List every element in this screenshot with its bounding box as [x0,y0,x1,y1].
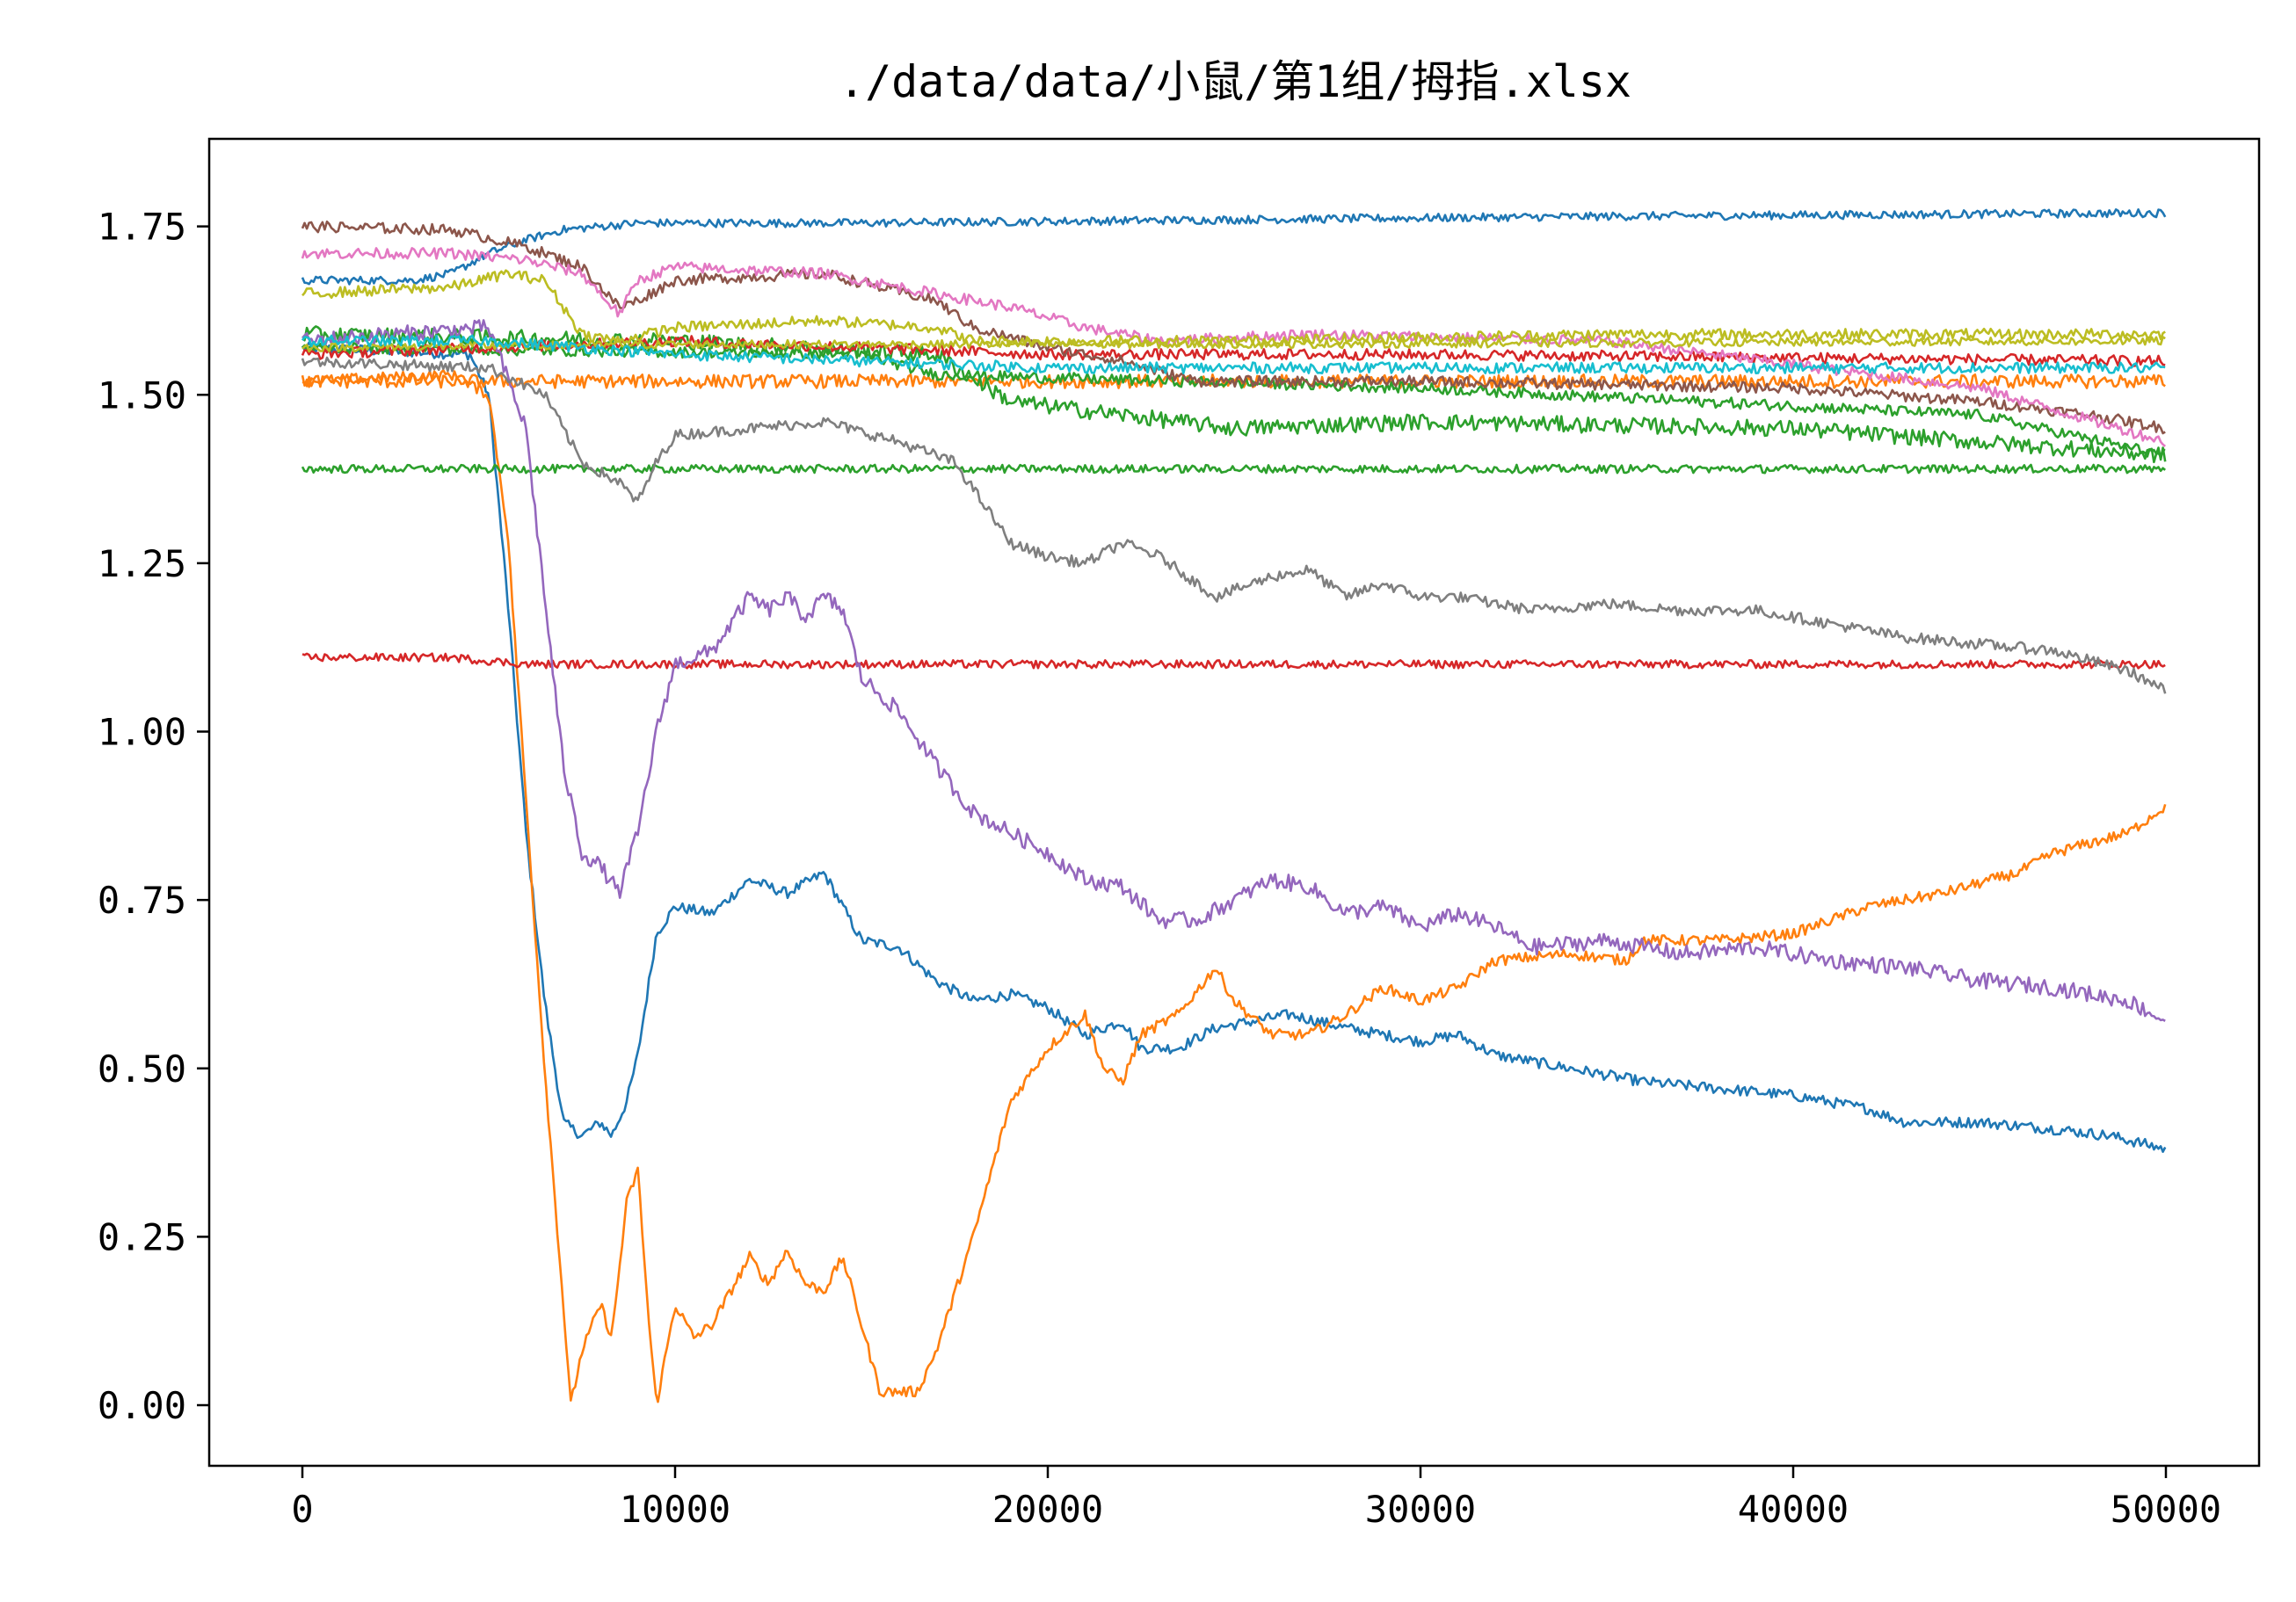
y-tick-label: 1.00 [98,711,186,754]
x-tick-label: 30000 [1365,1488,1476,1531]
chart-title: ./data/data/小鼠/第1组/拇指.xlsx [839,56,1631,107]
y-axis: 0.00 0.25 0.50 0.75 1.00 1.25 1.50 1.75 [98,206,209,1427]
y-tick-label: 1.50 [98,373,186,417]
series-line-1 [301,208,2167,286]
plot-frame [207,137,2261,1468]
series-line-7 [302,652,2166,670]
series-layer [301,208,2167,1403]
series-line-2 [302,368,2167,1403]
series-line-11 [301,247,2167,447]
x-tick-label: 50000 [2111,1488,2221,1531]
series-line-14 [302,336,2166,353]
series-line-5 [302,325,2167,464]
x-axis: 0 10000 20000 30000 40000 50000 [291,1466,2221,1531]
y-tick-label: 1.75 [98,206,186,249]
y-tick-label: 0.75 [98,879,186,922]
series-line-4 [301,463,2167,475]
series-line-15 [301,334,2166,375]
y-tick-label: 0.25 [98,1215,186,1258]
x-tick-label: 0 [291,1488,313,1531]
series-line-0 [301,341,2167,1153]
x-tick-label: 40000 [1738,1488,1849,1531]
series-line-9 [302,319,2166,1022]
y-tick-label: 0.00 [98,1384,186,1427]
series-line-10 [301,220,2166,435]
x-tick-label: 20000 [992,1488,1103,1531]
x-tick-label: 10000 [620,1488,730,1531]
y-tick-label: 1.25 [98,542,186,585]
series-line-13 [302,269,2166,348]
series-line-12 [301,356,2167,694]
y-tick-label: 0.50 [98,1047,186,1091]
